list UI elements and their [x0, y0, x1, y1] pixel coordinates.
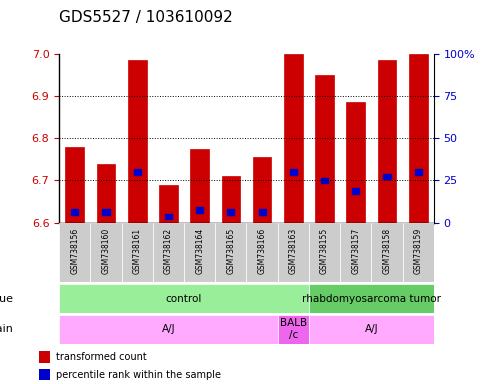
Bar	[97, 164, 115, 223]
Text: tissue: tissue	[0, 293, 14, 304]
FancyBboxPatch shape	[309, 284, 434, 313]
Bar	[221, 176, 240, 223]
Bar	[321, 178, 328, 183]
FancyBboxPatch shape	[278, 223, 309, 282]
FancyBboxPatch shape	[340, 223, 371, 282]
Text: A/J: A/J	[162, 324, 175, 334]
FancyBboxPatch shape	[90, 223, 122, 282]
Bar	[347, 103, 365, 223]
FancyBboxPatch shape	[153, 223, 184, 282]
Bar	[315, 75, 334, 223]
Text: A/J: A/J	[365, 324, 378, 334]
FancyBboxPatch shape	[184, 223, 215, 282]
Text: rhabdomyosarcoma tumor: rhabdomyosarcoma tumor	[302, 293, 441, 304]
Text: GSM738156: GSM738156	[70, 227, 79, 274]
FancyBboxPatch shape	[59, 284, 309, 313]
Text: GSM738161: GSM738161	[133, 227, 141, 274]
FancyBboxPatch shape	[403, 223, 434, 282]
Text: GSM738164: GSM738164	[195, 227, 204, 274]
Bar	[196, 207, 203, 213]
Text: GSM738158: GSM738158	[383, 227, 391, 274]
Text: strain: strain	[0, 324, 13, 334]
Text: GSM738155: GSM738155	[320, 227, 329, 274]
Bar	[415, 169, 422, 175]
FancyBboxPatch shape	[59, 223, 90, 282]
Bar	[384, 174, 390, 179]
Text: GSM738166: GSM738166	[258, 227, 267, 274]
Bar	[134, 169, 141, 175]
Bar	[409, 54, 427, 223]
Bar	[39, 369, 50, 380]
Bar	[258, 209, 266, 215]
Bar	[103, 209, 109, 215]
FancyBboxPatch shape	[122, 223, 153, 282]
Bar	[66, 147, 84, 223]
Text: GSM738159: GSM738159	[414, 227, 423, 274]
FancyBboxPatch shape	[371, 223, 403, 282]
Bar	[290, 169, 297, 175]
Text: GSM738157: GSM738157	[352, 227, 360, 274]
Bar	[352, 188, 359, 194]
Bar	[227, 209, 235, 215]
FancyBboxPatch shape	[278, 315, 309, 344]
Bar	[378, 60, 396, 223]
Text: GSM738163: GSM738163	[289, 227, 298, 274]
Text: transformed count: transformed count	[56, 352, 147, 362]
Bar	[39, 351, 50, 363]
Bar	[253, 157, 272, 223]
FancyBboxPatch shape	[215, 223, 246, 282]
Text: GDS5527 / 103610092: GDS5527 / 103610092	[59, 10, 233, 25]
Bar	[159, 185, 178, 223]
Bar	[190, 149, 209, 223]
Text: GSM738165: GSM738165	[226, 227, 235, 274]
Text: control: control	[166, 293, 202, 304]
Bar	[165, 214, 172, 219]
FancyBboxPatch shape	[309, 223, 340, 282]
Text: GSM738160: GSM738160	[102, 227, 110, 274]
Text: GSM738162: GSM738162	[164, 227, 173, 274]
Bar	[128, 60, 146, 223]
Text: percentile rank within the sample: percentile rank within the sample	[56, 369, 221, 379]
FancyBboxPatch shape	[309, 315, 434, 344]
Bar	[71, 209, 78, 215]
Text: BALB
/c: BALB /c	[280, 318, 307, 340]
FancyBboxPatch shape	[246, 223, 278, 282]
Bar	[284, 54, 303, 223]
FancyBboxPatch shape	[59, 315, 278, 344]
